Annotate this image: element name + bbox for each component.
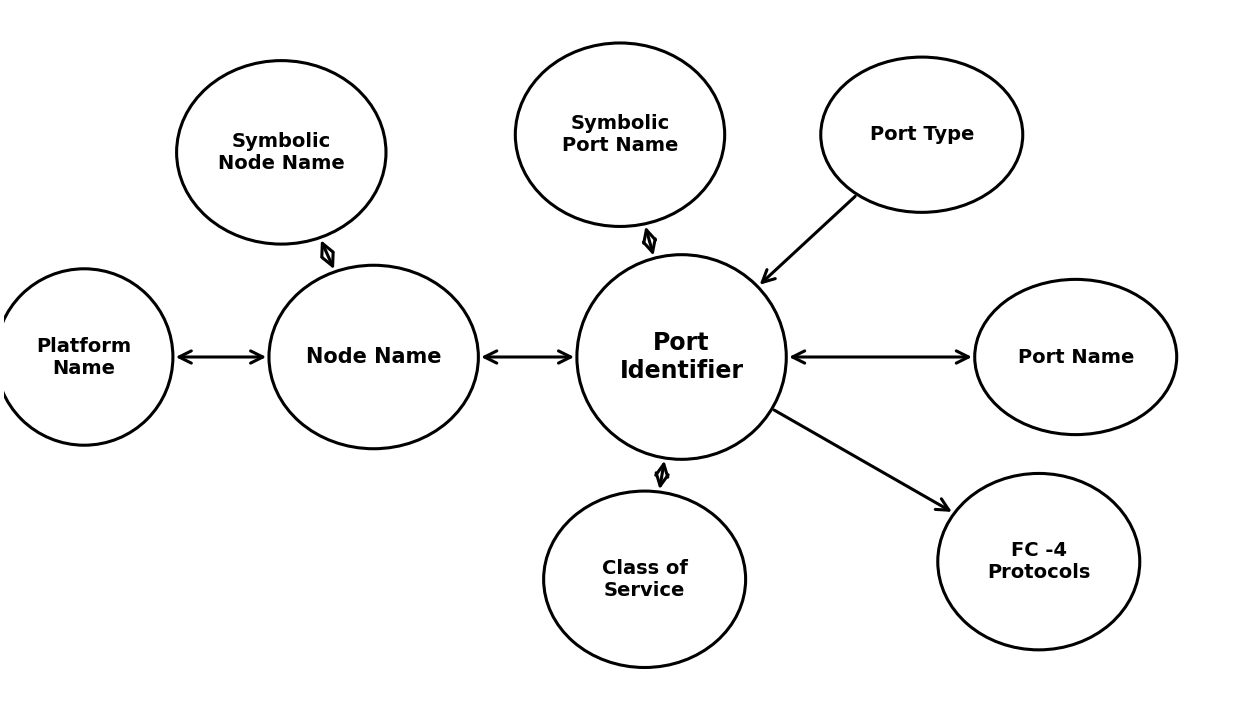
Text: Platform
Name: Platform Name: [37, 336, 131, 378]
Text: Symbolic
Node Name: Symbolic Node Name: [218, 132, 345, 173]
Ellipse shape: [821, 57, 1023, 212]
Text: Class of
Service: Class of Service: [601, 559, 687, 600]
Ellipse shape: [577, 255, 786, 459]
Ellipse shape: [516, 43, 724, 226]
Ellipse shape: [176, 61, 386, 244]
Ellipse shape: [269, 266, 479, 448]
Text: Symbolic
Port Name: Symbolic Port Name: [562, 114, 678, 155]
Text: Port Name: Port Name: [1018, 348, 1133, 366]
Text: Port Type: Port Type: [869, 125, 973, 144]
Text: Node Name: Node Name: [306, 347, 441, 367]
Text: Port
Identifier: Port Identifier: [620, 331, 744, 383]
Ellipse shape: [0, 268, 172, 446]
Ellipse shape: [937, 473, 1140, 650]
Ellipse shape: [543, 491, 745, 668]
Text: FC -4
Protocols: FC -4 Protocols: [987, 541, 1090, 582]
Ellipse shape: [975, 279, 1177, 435]
